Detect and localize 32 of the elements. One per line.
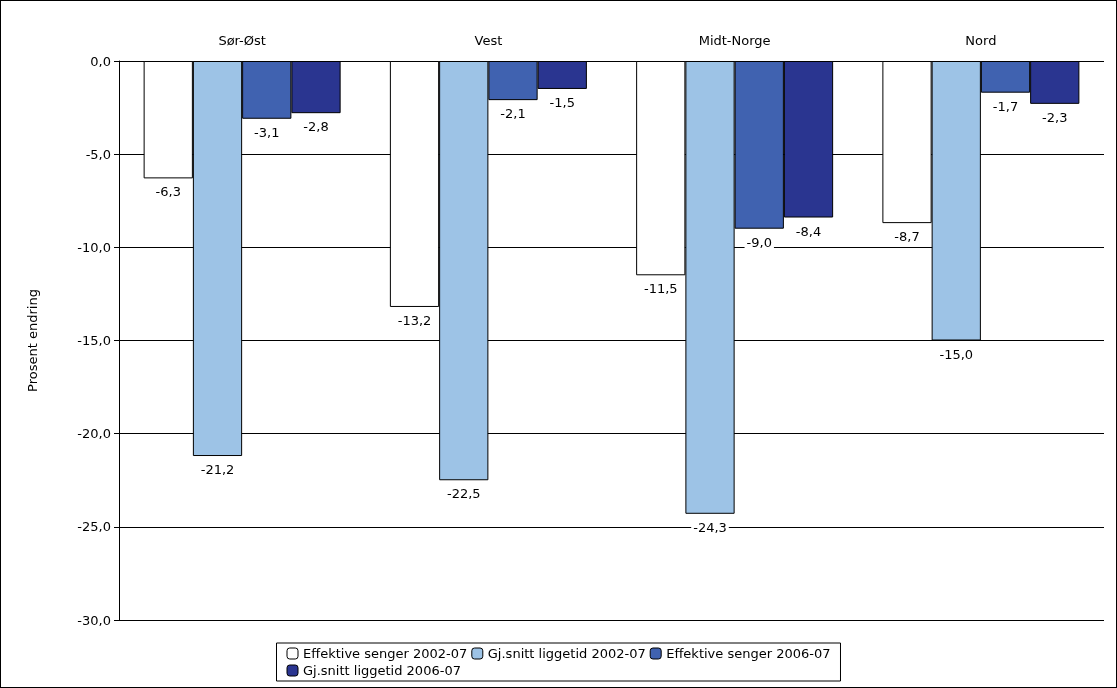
data-label: -8,4 [795, 223, 822, 239]
data-label: -24,3 [693, 519, 727, 535]
data-label: -2,8 [303, 119, 329, 135]
legend-label: Gj.snitt liggetid 2006-07 [303, 663, 461, 678]
y-tick-label: -5,0 [85, 146, 111, 162]
x-tick-label: Nord [965, 33, 997, 48]
data-label: -11,5 [643, 281, 678, 297]
data-label: -8,7 [894, 229, 920, 245]
data-label: -13,2 [397, 312, 432, 328]
data-label: -1,7 [992, 98, 1019, 114]
y-tick-label: -15,0 [77, 333, 111, 348]
y-axis-title: Prosent endring [25, 289, 40, 392]
x-tick-label: Sør-Øst [218, 33, 266, 48]
data-label: -3,1 [254, 124, 280, 140]
y-tick-label: 0,0 [90, 53, 111, 69]
data-label: -15,0 [939, 346, 974, 362]
legend-label: Effektive senger 2006-07 [666, 646, 831, 661]
data-label: -9,0 [746, 234, 772, 250]
legend-label: Effektive senger 2002-07 [303, 646, 468, 661]
data-label: -1,5 [549, 94, 575, 110]
y-tick-label: -25,0 [77, 519, 111, 535]
data-label: -2,1 [500, 106, 526, 122]
data-label: -6,3 [155, 184, 181, 200]
y-tick-label: -10,0 [77, 239, 111, 255]
legend-label: Gj.snitt liggetid 2002-07 [487, 646, 646, 661]
y-tick-label: -20,0 [77, 426, 111, 442]
x-tick-label: Vest [474, 33, 503, 48]
data-label: -2,3 [1042, 109, 1068, 125]
data-label: -21,2 [200, 462, 235, 478]
x-tick-label: Midt-Norge [698, 33, 771, 48]
data-label: -22,5 [446, 486, 481, 502]
y-tick-label: -30,0 [77, 612, 111, 628]
